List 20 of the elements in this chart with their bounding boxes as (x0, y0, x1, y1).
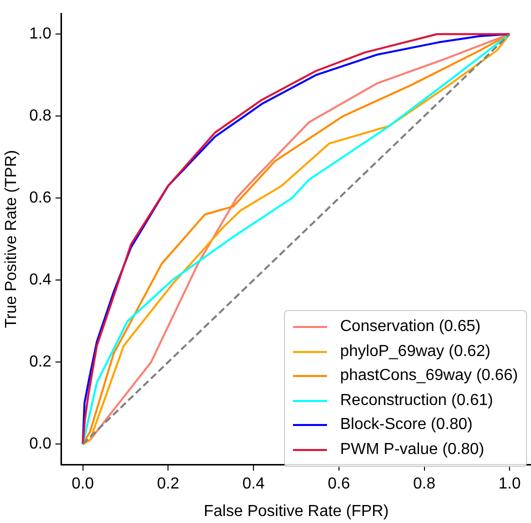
legend-label: Reconstruction (0.61) (340, 392, 494, 410)
x-tick-label: 0.2 (157, 476, 180, 493)
y-axis-title: True Positive Rate (TPR) (3, 150, 20, 328)
y-tick-label: 0.4 (29, 272, 52, 289)
y-tick-label: 1.0 (29, 26, 52, 43)
x-tick-label: 0.8 (413, 476, 436, 493)
y-tick-label: 0.2 (29, 354, 52, 371)
legend-label: Conservation (0.65) (340, 318, 481, 336)
x-axis-title: False Positive Rate (FPR) (204, 502, 389, 520)
legend-label: phyloP_69way (0.62) (340, 342, 490, 361)
legend-label: Block-Score (0.80) (340, 416, 473, 434)
x-tick-label: 1.0 (498, 476, 521, 493)
legend-label: PWM P-value (0.80) (340, 440, 484, 459)
x-tick-label: 0.6 (328, 476, 350, 493)
x-tick-label: 0.4 (242, 476, 265, 493)
y-tick-label: 0.6 (29, 190, 52, 207)
y-tick-label: 0.0 (29, 436, 52, 453)
y-tick-label: 0.8 (29, 108, 52, 125)
legend-label: phastCons_69way (0.66) (340, 367, 518, 386)
x-tick-label: 0.0 (72, 476, 94, 493)
